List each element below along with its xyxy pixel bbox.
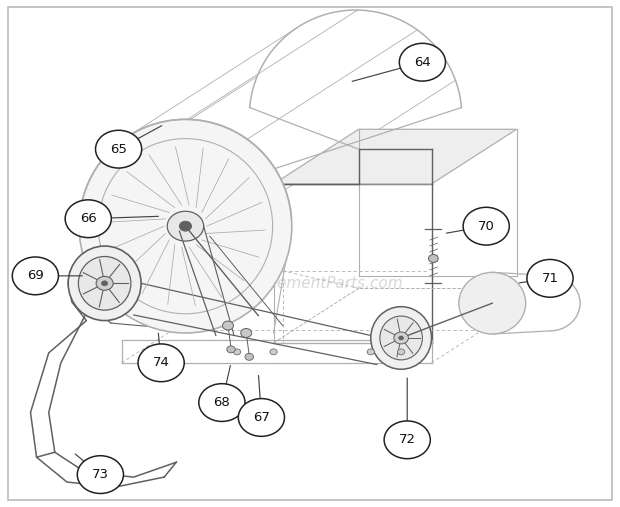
Circle shape (527, 260, 573, 297)
Circle shape (463, 207, 509, 245)
Circle shape (223, 321, 234, 330)
Circle shape (270, 349, 277, 355)
Text: 68: 68 (213, 396, 230, 409)
Ellipse shape (380, 316, 422, 360)
Text: 69: 69 (27, 269, 44, 282)
Circle shape (179, 221, 192, 231)
Text: 71: 71 (541, 272, 559, 285)
Ellipse shape (459, 272, 526, 334)
Text: 64: 64 (414, 56, 431, 69)
Circle shape (199, 384, 245, 421)
Circle shape (227, 346, 235, 353)
Circle shape (102, 281, 108, 286)
Text: 66: 66 (80, 212, 97, 225)
Circle shape (138, 344, 184, 382)
Text: 74: 74 (153, 356, 170, 369)
Text: 70: 70 (478, 220, 495, 233)
Circle shape (241, 329, 252, 338)
Circle shape (78, 456, 123, 493)
Circle shape (65, 200, 112, 238)
Circle shape (399, 336, 404, 340)
Circle shape (428, 255, 438, 263)
Ellipse shape (79, 119, 292, 333)
Circle shape (397, 349, 405, 355)
Circle shape (384, 421, 430, 459)
Text: 67: 67 (253, 411, 270, 424)
Circle shape (96, 276, 113, 291)
Polygon shape (273, 129, 516, 184)
Ellipse shape (78, 257, 131, 310)
Text: 65: 65 (110, 142, 127, 156)
Circle shape (95, 130, 142, 168)
Circle shape (399, 43, 446, 81)
Circle shape (238, 399, 285, 437)
Circle shape (167, 211, 203, 241)
Circle shape (367, 349, 374, 355)
Ellipse shape (371, 307, 432, 369)
Text: eReplacementParts.com: eReplacementParts.com (216, 276, 404, 291)
Circle shape (234, 349, 241, 355)
Circle shape (245, 353, 254, 360)
Polygon shape (102, 276, 122, 291)
Text: 73: 73 (92, 468, 109, 481)
Text: 72: 72 (399, 433, 416, 446)
Circle shape (394, 332, 409, 344)
Circle shape (12, 257, 58, 295)
Ellipse shape (68, 246, 141, 320)
